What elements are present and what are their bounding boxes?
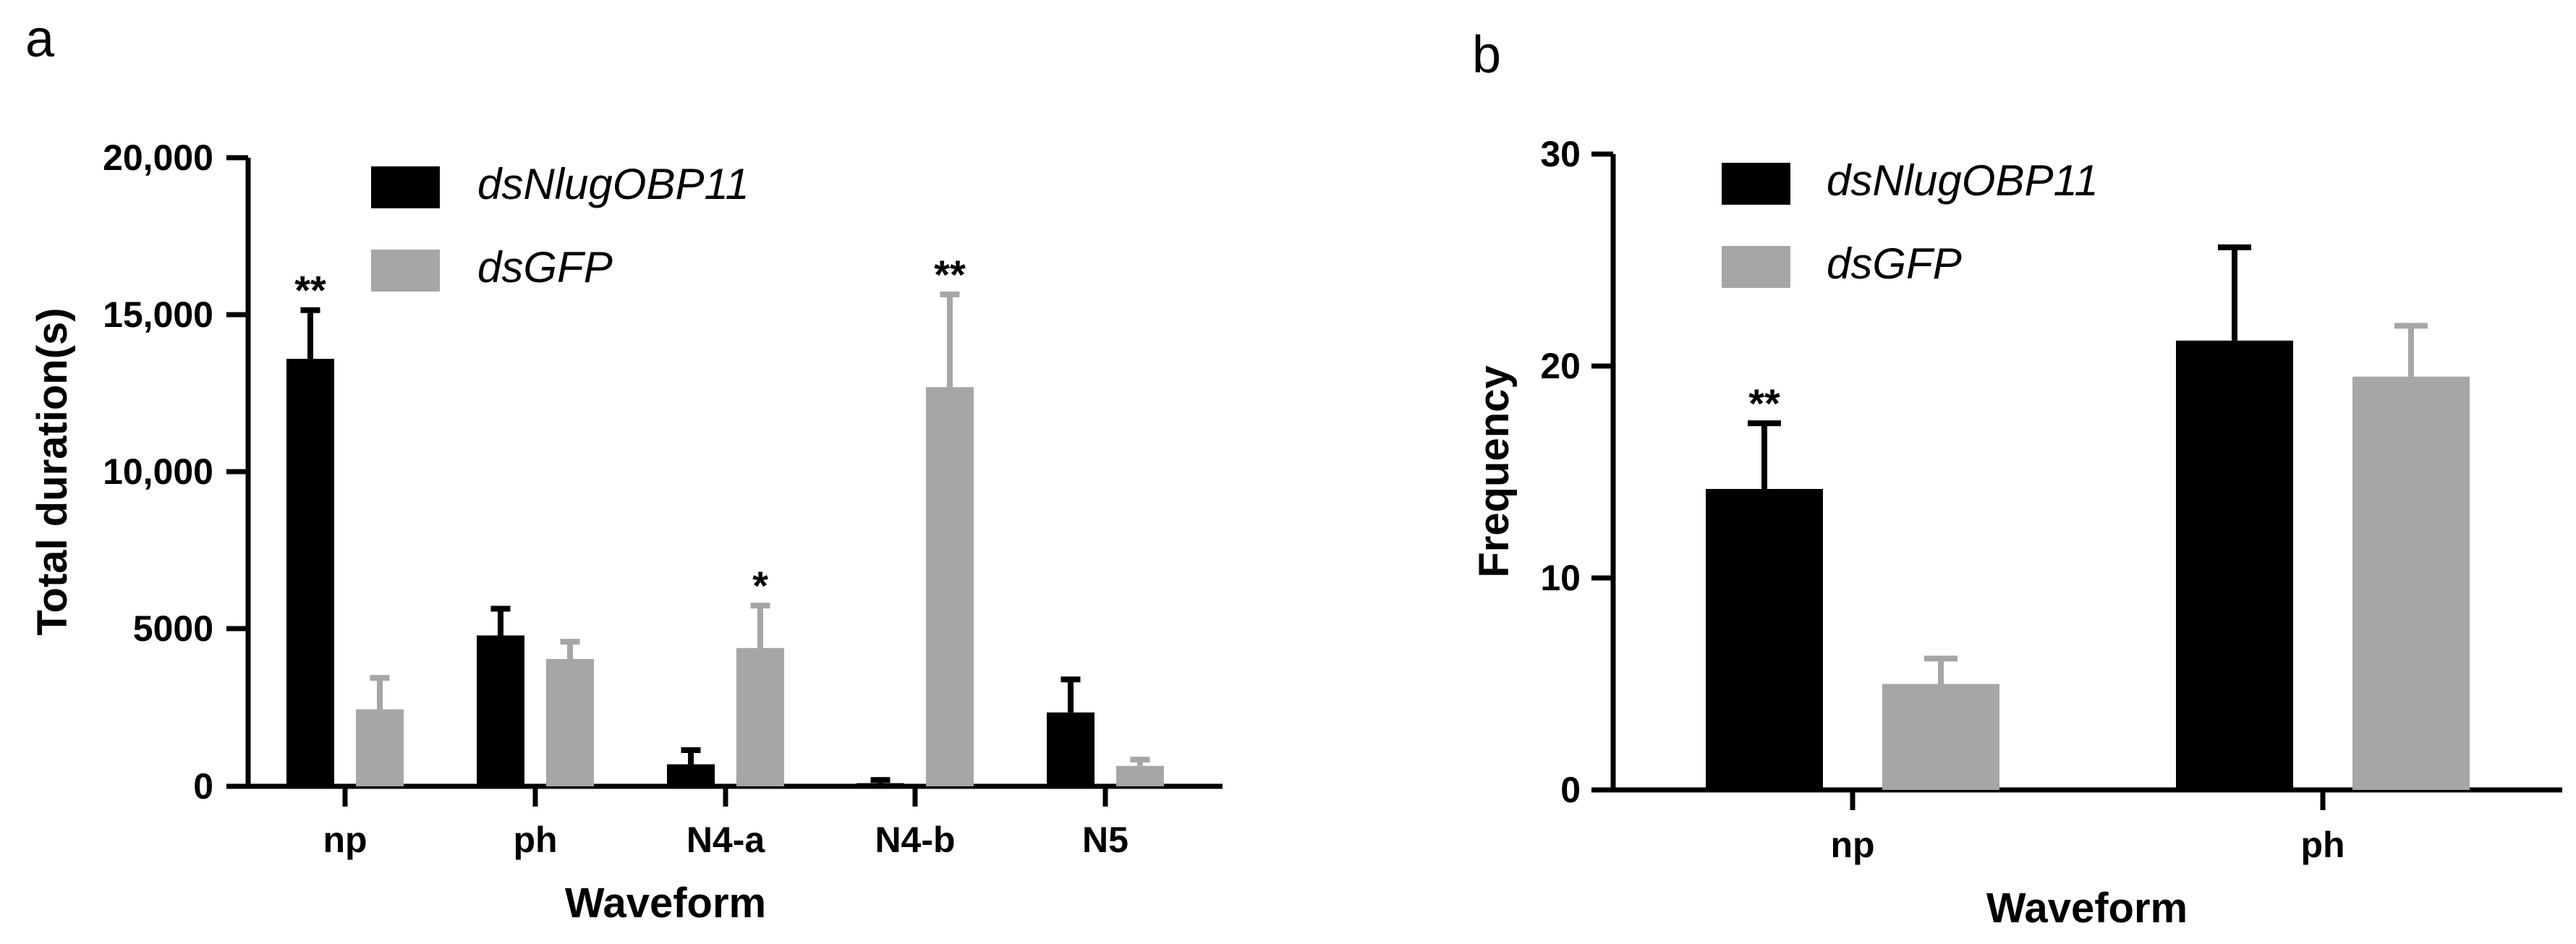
bar-dsgfp [356,709,404,786]
bar-dsnlugobp11 [856,783,904,786]
panel-a-bars: ***** [286,252,1164,787]
significance-label: ** [934,252,966,297]
bar-dsgfp [926,387,974,786]
panel-a-chart: a dsNlugOBP11 dsGFP 0 5000 10,000 15,000… [25,10,1223,927]
panel-b-x-tick-label: np [1830,825,1874,865]
panel-a-y-tick-label: 20,000 [103,137,213,178]
bar-dsgfp [2352,376,2470,790]
panel-a-letter: a [25,10,55,68]
panel-a-y-tick-label: 0 [193,766,213,807]
bar-dsgfp [1116,765,1164,786]
bar-dsgfp [1882,684,1999,790]
panel-b-y-tick-label: 20 [1540,346,1581,386]
panel-a-y-tick-label: 15,000 [103,294,213,335]
legend-label-dsGFP: dsGFP [477,243,613,292]
legend-swatch-dsGFP [1722,246,1790,288]
bar-dsgfp [736,647,784,786]
panel-b-y-axis-title: Frequency [1471,365,1518,577]
panel-a-y-tick-label: 10,000 [103,451,213,492]
panel-a-x-tick-label: N4-b [875,820,955,860]
panel-a-x-ticks: np ph N4-a N4-b N5 [323,786,1128,860]
panel-a-y-axis-title: Total duration(s) [29,307,76,635]
panel-b-letter: b [1472,26,1501,84]
panel-a-x-tick-label: np [323,820,367,860]
panel-b-legend: dsNlugOBP11 dsGFP [1722,156,2099,288]
panel-b-x-tick-label: ph [2300,825,2345,865]
significance-label: ** [294,268,326,313]
bar-dsnlugobp11 [1047,712,1094,786]
legend-label-dsNlugOBP11: dsNlugOBP11 [477,160,749,208]
panel-b-y-tick-label: 0 [1560,770,1581,810]
panel-b-x-axis-title: Waveform [1986,885,2188,932]
significance-label: * [752,563,768,608]
bar-dsnlugobp11 [477,635,524,786]
panel-a-y-tick-label: 5000 [133,608,213,649]
legend-swatch-dsNlugOBP11 [1722,163,1790,205]
panel-a-x-tick-label: N4-a [686,820,766,860]
panel-a-x-tick-label: ph [513,820,557,860]
bar-dsnlugobp11 [2176,340,2293,791]
bar-dsnlugobp11 [1706,488,1823,790]
legend-swatch-dsNlugOBP11 [371,166,440,208]
panel-a-y-ticks: 0 5000 10,000 15,000 20,000 [103,137,248,807]
panel-b-bars: ** [1706,244,2470,791]
significance-label: ** [1748,380,1780,426]
bar-dsnlugobp11 [667,764,715,786]
panel-b-y-ticks: 0 10 20 30 [1540,134,1613,810]
panel-a-legend: dsNlugOBP11 dsGFP [371,160,749,292]
bar-dsnlugobp11 [286,359,334,787]
panel-b-chart: b dsNlugOBP11 dsGFP 0 10 20 30 np ph [1471,26,2562,932]
panel-a-x-axis-title: Waveform [565,880,766,927]
legend-swatch-dsGFP [371,250,440,292]
panel-a-x-tick-label: N5 [1082,820,1128,860]
panel-b-y-tick-label: 30 [1540,134,1581,174]
bar-dsgfp [546,659,594,786]
legend-label-dsGFP: dsGFP [1827,239,1962,288]
legend-label-dsNlugOBP11: dsNlugOBP11 [1827,156,2099,205]
panel-b-x-ticks: np ph [1830,790,2345,865]
panel-b-y-tick-label: 10 [1540,558,1581,598]
